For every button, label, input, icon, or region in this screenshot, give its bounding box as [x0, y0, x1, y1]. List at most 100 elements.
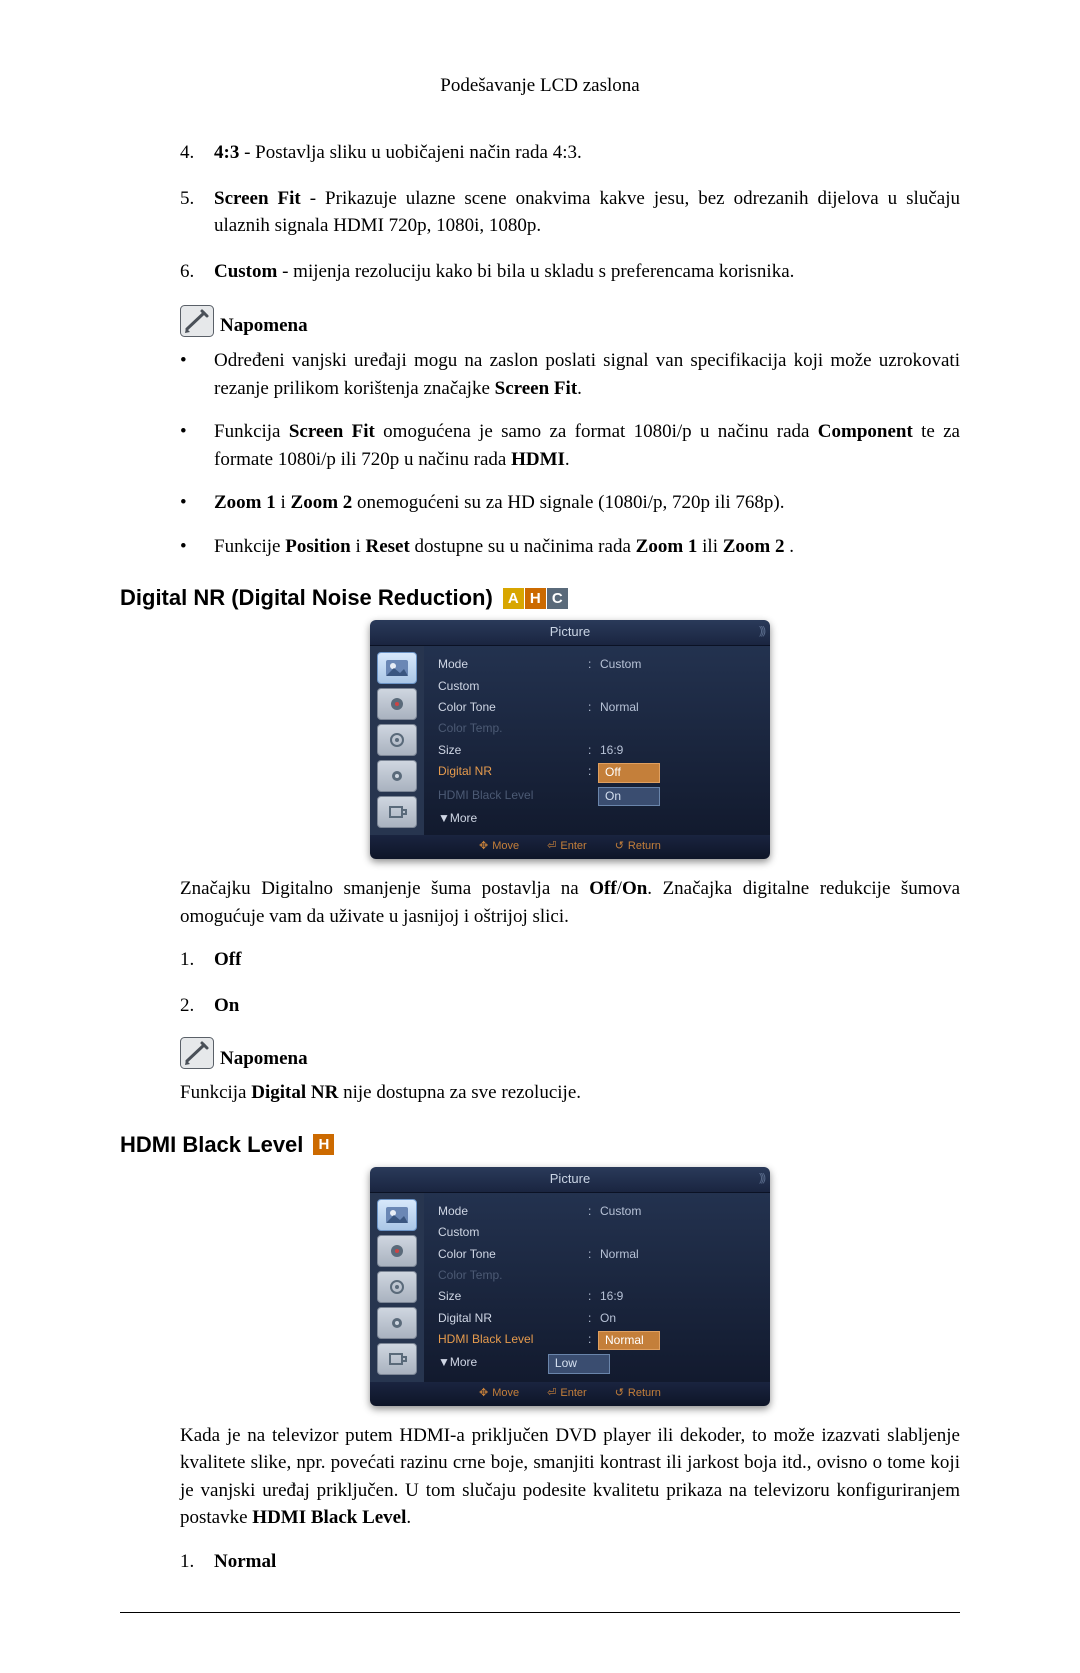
osd-option-on: On [598, 787, 660, 806]
badge-a-icon: A [503, 588, 524, 609]
osd-sidebar-icon-gear [377, 760, 417, 792]
list-item-4: 4. 4:3 - Postavlja sliku u uobičajeni na… [180, 139, 960, 167]
osd-sidebar-icon-setup [377, 724, 417, 756]
list-item-normal: 1. Normal [180, 1548, 960, 1576]
osd-row-mode: Mode:Custom [438, 654, 756, 675]
note-bullets: • Određeni vanjski uređaji mogu na zaslo… [180, 347, 960, 560]
osd-main: Mode:Custom Custom Color Tone:Normal Col… [424, 646, 770, 835]
note-icon [180, 1037, 214, 1069]
osd-row-colortemp: Color Temp. [438, 1265, 756, 1286]
bullet-text: Funkcija Screen Fit omogućena je samo za… [214, 418, 960, 473]
list-text: Screen Fit - Prikazuje ulazne scene onak… [214, 185, 960, 240]
section-heading-digital-nr: Digital NR (Digital Noise Reduction) A H… [120, 582, 960, 614]
bullet-text: Određeni vanjski uređaji mogu na zaslon … [214, 347, 960, 402]
osd-footer-move: ✥Move [479, 1386, 519, 1402]
bullet-text: Funkcije Position i Reset dostupne su u … [214, 533, 960, 561]
osd-sidebar-icon-input [377, 796, 417, 828]
bullet-dot: • [180, 347, 214, 402]
osd-sidebar-icon-input [377, 1343, 417, 1375]
section-title: HDMI Black Level [120, 1129, 303, 1161]
list-text: 4:3 - Postavlja sliku u uobičajeni način… [214, 139, 960, 167]
osd-title: Picture [550, 1171, 590, 1186]
badge-group: A H C [503, 588, 568, 609]
list-text: Normal [214, 1548, 960, 1576]
osd-screenshot-hdmi: Picture ))) Mode:Custom Custom Color T [180, 1167, 960, 1406]
osd-body: Mode:Custom Custom Color Tone:Normal Col… [370, 646, 770, 835]
osd-sidebar-icon-sound [377, 688, 417, 720]
osd-row-colortemp: Color Temp. [438, 718, 756, 739]
list-number: 1. [180, 946, 214, 974]
page-header: Podešavanje LCD zaslona [120, 75, 960, 97]
chevron-down-icon: ▼ [438, 810, 450, 827]
osd-footer-return: ↺Return [615, 1386, 661, 1402]
osd-row-mode: Mode:Custom [438, 1201, 756, 1222]
badge-h-icon: H [525, 588, 546, 609]
osd-sidebar [370, 646, 424, 835]
osd-footer-move: ✥Move [479, 839, 519, 855]
list-number: 1. [180, 1548, 214, 1576]
osd-sidebar-icon-sound [377, 1235, 417, 1267]
osd-menu: Picture ))) Mode:Custom Custom Color T [370, 1167, 770, 1406]
bullet-dot: • [180, 489, 214, 517]
osd-row-size: Size:16:9 [438, 740, 756, 761]
osd-footer-enter: ⏎Enter [547, 1386, 587, 1402]
bullet-dot: • [180, 418, 214, 473]
note-header: Napomena [180, 305, 960, 337]
osd-row-custom: Custom [438, 676, 756, 697]
note-icon [180, 305, 214, 337]
osd-row-colortone: Color Tone:Normal [438, 697, 756, 718]
dnr-options-list: 1. Off 2. On [180, 946, 960, 1019]
list-number: 5. [180, 185, 214, 240]
enter-icon: ⏎ [547, 840, 556, 852]
osd-footer: ✥Move ⏎Enter ↺Return [370, 835, 770, 859]
osd-title: Picture [550, 624, 590, 639]
section-heading-hdmi: HDMI Black Level H [120, 1129, 960, 1161]
osd-main: Mode:Custom Custom Color Tone:Normal Col… [424, 1193, 770, 1382]
osd-sidebar-icon-gear [377, 1307, 417, 1339]
bullet-item: • Zoom 1 i Zoom 2 onemogućeni su za HD s… [180, 489, 960, 517]
content-body: 4. 4:3 - Postavlja sliku u uobičajeni na… [180, 139, 960, 1576]
osd-option-off: Off [598, 763, 660, 782]
list-text: Custom - mijenja rezoluciju kako bi bila… [214, 258, 960, 286]
list-item-6: 6. Custom - mijenja rezoluciju kako bi b… [180, 258, 960, 286]
osd-footer-return: ↺Return [615, 839, 661, 855]
move-icon: ✥ [479, 840, 488, 852]
badge-c-icon: C [547, 588, 568, 609]
osd-titlebar: Picture ))) [370, 620, 770, 646]
osd-sidebar [370, 1193, 424, 1382]
hdmi-options-list: 1. Normal [180, 1548, 960, 1576]
list-text: Off [214, 946, 960, 974]
section-title: Digital NR (Digital Noise Reduction) [120, 582, 493, 614]
osd-row-more: ▼ More [438, 808, 756, 829]
osd-row-hdmibl: HDMI Black Level:On [438, 785, 756, 808]
list-number: 6. [180, 258, 214, 286]
osd-sidebar-icon-picture [377, 652, 417, 684]
return-icon: ↺ [615, 840, 624, 852]
return-icon: ↺ [615, 1387, 624, 1399]
list-number: 2. [180, 992, 214, 1020]
bullet-item: • Određeni vanjski uređaji mogu na zaslo… [180, 347, 960, 402]
osd-row-more: ▼ MoreLow [438, 1352, 756, 1375]
osd-sidebar-icon-picture [377, 1199, 417, 1231]
badge-group: H [313, 1134, 334, 1155]
osd-row-hdmibl: HDMI Black Level:Normal [438, 1329, 756, 1352]
osd-title-decor-icon: ))) [759, 624, 764, 640]
osd-footer-enter: ⏎Enter [547, 839, 587, 855]
osd-row-digitalnr: Digital NR:Off [438, 761, 756, 784]
bullet-item: • Funkcija Screen Fit omogućena je samo … [180, 418, 960, 473]
note-header: Napomena [180, 1037, 960, 1069]
dnr-note-paragraph: Funkcija Digital NR nije dostupna za sve… [180, 1079, 960, 1107]
dnr-paragraph: Značajku Digitalno smanjenje šuma postav… [180, 875, 960, 930]
hdmi-paragraph: Kada je na televizor putem HDMI-a priklj… [180, 1422, 960, 1532]
numbered-list: 4. 4:3 - Postavlja sliku u uobičajeni na… [180, 139, 960, 285]
chevron-down-icon: ▼ [438, 1354, 450, 1373]
osd-row-size: Size:16:9 [438, 1286, 756, 1307]
list-text: On [214, 992, 960, 1020]
osd-option-normal: Normal [598, 1331, 660, 1350]
list-item-on: 2. On [180, 992, 960, 1020]
osd-menu: Picture ))) Mode:Custom Custom Color T [370, 620, 770, 859]
page: Podešavanje LCD zaslona 4. 4:3 - Postavl… [0, 0, 1080, 1673]
osd-row-colortone: Color Tone:Normal [438, 1244, 756, 1265]
bullet-item: • Funkcije Position i Reset dostupne su … [180, 533, 960, 561]
osd-title-decor-icon: ))) [759, 1171, 764, 1187]
